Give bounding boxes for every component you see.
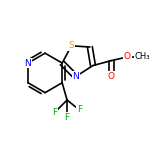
- Text: N: N: [25, 59, 31, 67]
- Text: CH₃: CH₃: [135, 52, 150, 61]
- Text: F: F: [52, 108, 57, 117]
- Text: F: F: [77, 105, 82, 114]
- Text: O: O: [108, 72, 115, 81]
- Text: O: O: [124, 52, 131, 61]
- Text: S: S: [69, 41, 74, 50]
- Text: N: N: [72, 72, 79, 81]
- Text: F: F: [64, 113, 70, 122]
